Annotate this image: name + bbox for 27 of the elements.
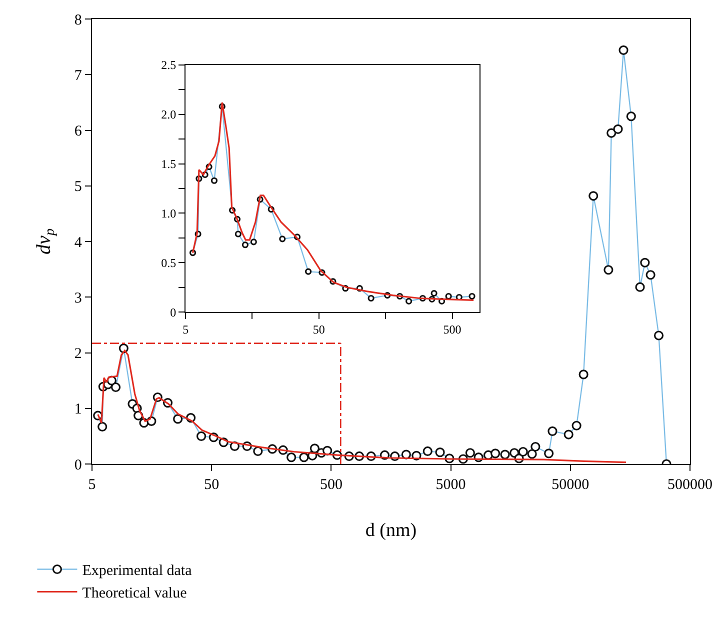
y-tick-label: 0	[74, 457, 82, 474]
y-tick-label: 0.5	[161, 256, 176, 270]
y-tick-label: 3	[74, 290, 82, 306]
y-tick-label: 4	[74, 234, 82, 251]
y-tick-label: 2	[74, 346, 82, 362]
y-tick-label: 5	[74, 179, 82, 196]
x-tick-label: 50000	[552, 477, 590, 494]
x-tick-label: 5	[182, 322, 189, 337]
legend-label: Theoretical value	[82, 586, 188, 602]
x-tick-label: 5000	[436, 477, 466, 494]
x-tick-label: 500	[320, 477, 342, 494]
y-tick-label: 0	[170, 305, 176, 320]
y-tick-label: 1	[74, 402, 82, 418]
y-tick-label: 2.5	[161, 58, 176, 72]
y-tick-label: 7	[74, 68, 82, 84]
x-tick-label: 50	[204, 477, 220, 494]
y-tick-label: 6	[74, 124, 82, 140]
x-tick-label: 500000	[668, 477, 712, 494]
legend-label: Experimental data	[82, 563, 192, 580]
x-axis-title: d (nm)	[365, 520, 417, 541]
y-tick-label: 2.0	[161, 108, 176, 122]
y-tick-label: 1.5	[161, 157, 176, 172]
x-tick-label: 5	[88, 477, 96, 494]
y-tick-label: 1.0	[161, 206, 176, 220]
x-tick-label: 50	[312, 322, 325, 337]
y-tick-label: 8	[74, 12, 82, 28]
x-tick-label: 500	[443, 322, 462, 337]
